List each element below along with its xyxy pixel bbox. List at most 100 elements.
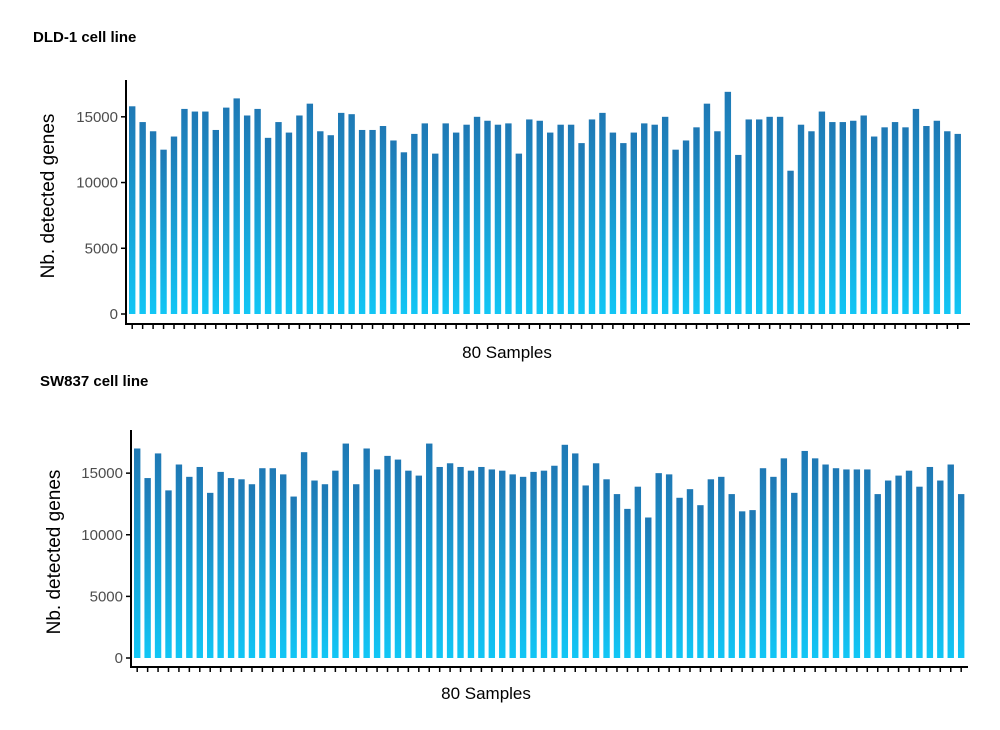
bar [405, 470, 412, 658]
bar [165, 490, 172, 658]
bar [870, 136, 878, 314]
bar [592, 463, 600, 658]
bar [818, 111, 826, 314]
bar [944, 131, 951, 314]
bar [686, 489, 694, 658]
bar [421, 123, 428, 314]
bar [707, 479, 715, 658]
bar [645, 517, 652, 658]
bar [196, 466, 203, 658]
bar [488, 469, 496, 658]
bar [738, 511, 746, 658]
bar [551, 465, 558, 658]
bar [745, 119, 752, 314]
bar [884, 480, 892, 658]
bar [181, 108, 188, 314]
bar [957, 494, 965, 658]
bar [384, 455, 391, 658]
bar [290, 496, 297, 658]
bar [676, 497, 683, 658]
y-axis-label: Nb. detected genes [38, 114, 59, 279]
bar [154, 453, 162, 658]
bar [582, 485, 589, 658]
bar [400, 152, 408, 314]
bar [829, 122, 836, 314]
bar [186, 476, 193, 658]
bar [624, 508, 631, 658]
bar [557, 124, 564, 314]
bar [139, 122, 146, 314]
bar [473, 116, 481, 314]
bar [630, 132, 637, 314]
bar [170, 136, 178, 314]
bar [238, 479, 245, 658]
y-tick-label: 15000 [76, 109, 118, 126]
bar [300, 452, 308, 658]
bar [780, 458, 788, 658]
bar [933, 120, 941, 314]
bar [860, 115, 867, 315]
bar [526, 119, 533, 314]
bar [634, 486, 642, 658]
y-tick-label: 10000 [76, 175, 118, 192]
bar [697, 505, 704, 658]
bar [478, 466, 485, 658]
bar [801, 450, 808, 658]
bar [599, 112, 606, 315]
bar [243, 115, 251, 315]
bar [749, 510, 756, 658]
bar [895, 475, 902, 658]
y-axis-label: Nb. detected genes [44, 470, 65, 635]
bar [776, 116, 784, 314]
dld1-chart-panel: DLD-1 cell line Nb. detected genes 80 Sa… [33, 29, 970, 362]
y-tick-label: 0 [110, 306, 118, 323]
bar [839, 122, 846, 314]
x-axis-label: 80 Samples [441, 684, 531, 703]
bar [728, 494, 735, 658]
bar [467, 470, 475, 658]
bar [217, 471, 224, 658]
bar [484, 120, 491, 314]
bar [369, 129, 376, 314]
bar [578, 143, 585, 314]
y-tick-label: 10000 [81, 527, 123, 544]
bar [797, 124, 805, 314]
bar [259, 468, 266, 658]
bar [379, 126, 387, 314]
bar [515, 153, 523, 314]
bar [144, 478, 151, 658]
bar [832, 468, 840, 658]
bar [651, 124, 658, 314]
bar [655, 473, 662, 658]
bar [603, 479, 610, 658]
bar [808, 131, 815, 314]
bar [426, 443, 433, 658]
bar [791, 492, 798, 658]
bar [233, 98, 240, 315]
bar [947, 464, 954, 658]
bar [248, 484, 256, 658]
bar [766, 116, 773, 314]
bar [415, 475, 423, 658]
bar [567, 124, 575, 314]
bar [916, 486, 923, 658]
bar [693, 127, 700, 314]
bar [160, 149, 167, 314]
bar [881, 127, 888, 314]
bar [327, 135, 334, 314]
bar [759, 468, 767, 658]
bar [735, 154, 742, 314]
bar-series [129, 91, 961, 315]
bar [787, 170, 794, 314]
bar [390, 140, 397, 314]
bar [411, 133, 418, 314]
bar [613, 494, 621, 658]
bar [902, 127, 909, 314]
bar [718, 476, 725, 658]
bar [442, 123, 449, 314]
bar [811, 458, 819, 658]
bar [285, 132, 293, 314]
bar [452, 132, 460, 314]
bar [937, 480, 944, 658]
